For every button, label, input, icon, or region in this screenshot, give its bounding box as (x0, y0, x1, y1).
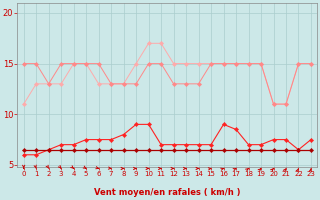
X-axis label: Vent moyen/en rafales ( km/h ): Vent moyen/en rafales ( km/h ) (94, 188, 241, 197)
